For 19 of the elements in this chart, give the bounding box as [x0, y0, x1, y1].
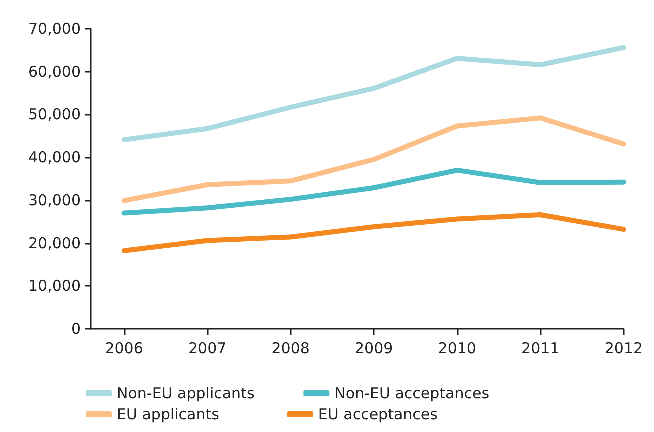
x-tick-label: 2011 [522, 340, 560, 358]
legend-label: EU applicants [117, 406, 282, 424]
legend-label: EU acceptances [318, 406, 496, 424]
x-tick-label: 2012 [604, 340, 644, 358]
y-tick-label: 70,000 [28, 20, 81, 38]
y-tick-label: 20,000 [28, 234, 81, 252]
legend-label: Non-EU applicants [117, 384, 298, 402]
y-tick-label: 50,000 [28, 106, 81, 124]
y-tick-label: 0 [71, 320, 81, 338]
legend-label: Non-EU acceptances [334, 384, 528, 402]
y-tick-label: 60,000 [28, 62, 81, 81]
x-tick-label: 2010 [438, 340, 476, 358]
x-tick-label: 2008 [272, 340, 310, 358]
y-tick-label: 10,000 [28, 277, 81, 296]
y-tick-label: 30,000 [28, 191, 81, 210]
x-tick-label: 2007 [188, 340, 227, 358]
x-tick-label: 2006 [105, 340, 144, 358]
y-tick-label: 40,000 [28, 148, 81, 167]
x-tick-label: 2009 [355, 340, 394, 358]
